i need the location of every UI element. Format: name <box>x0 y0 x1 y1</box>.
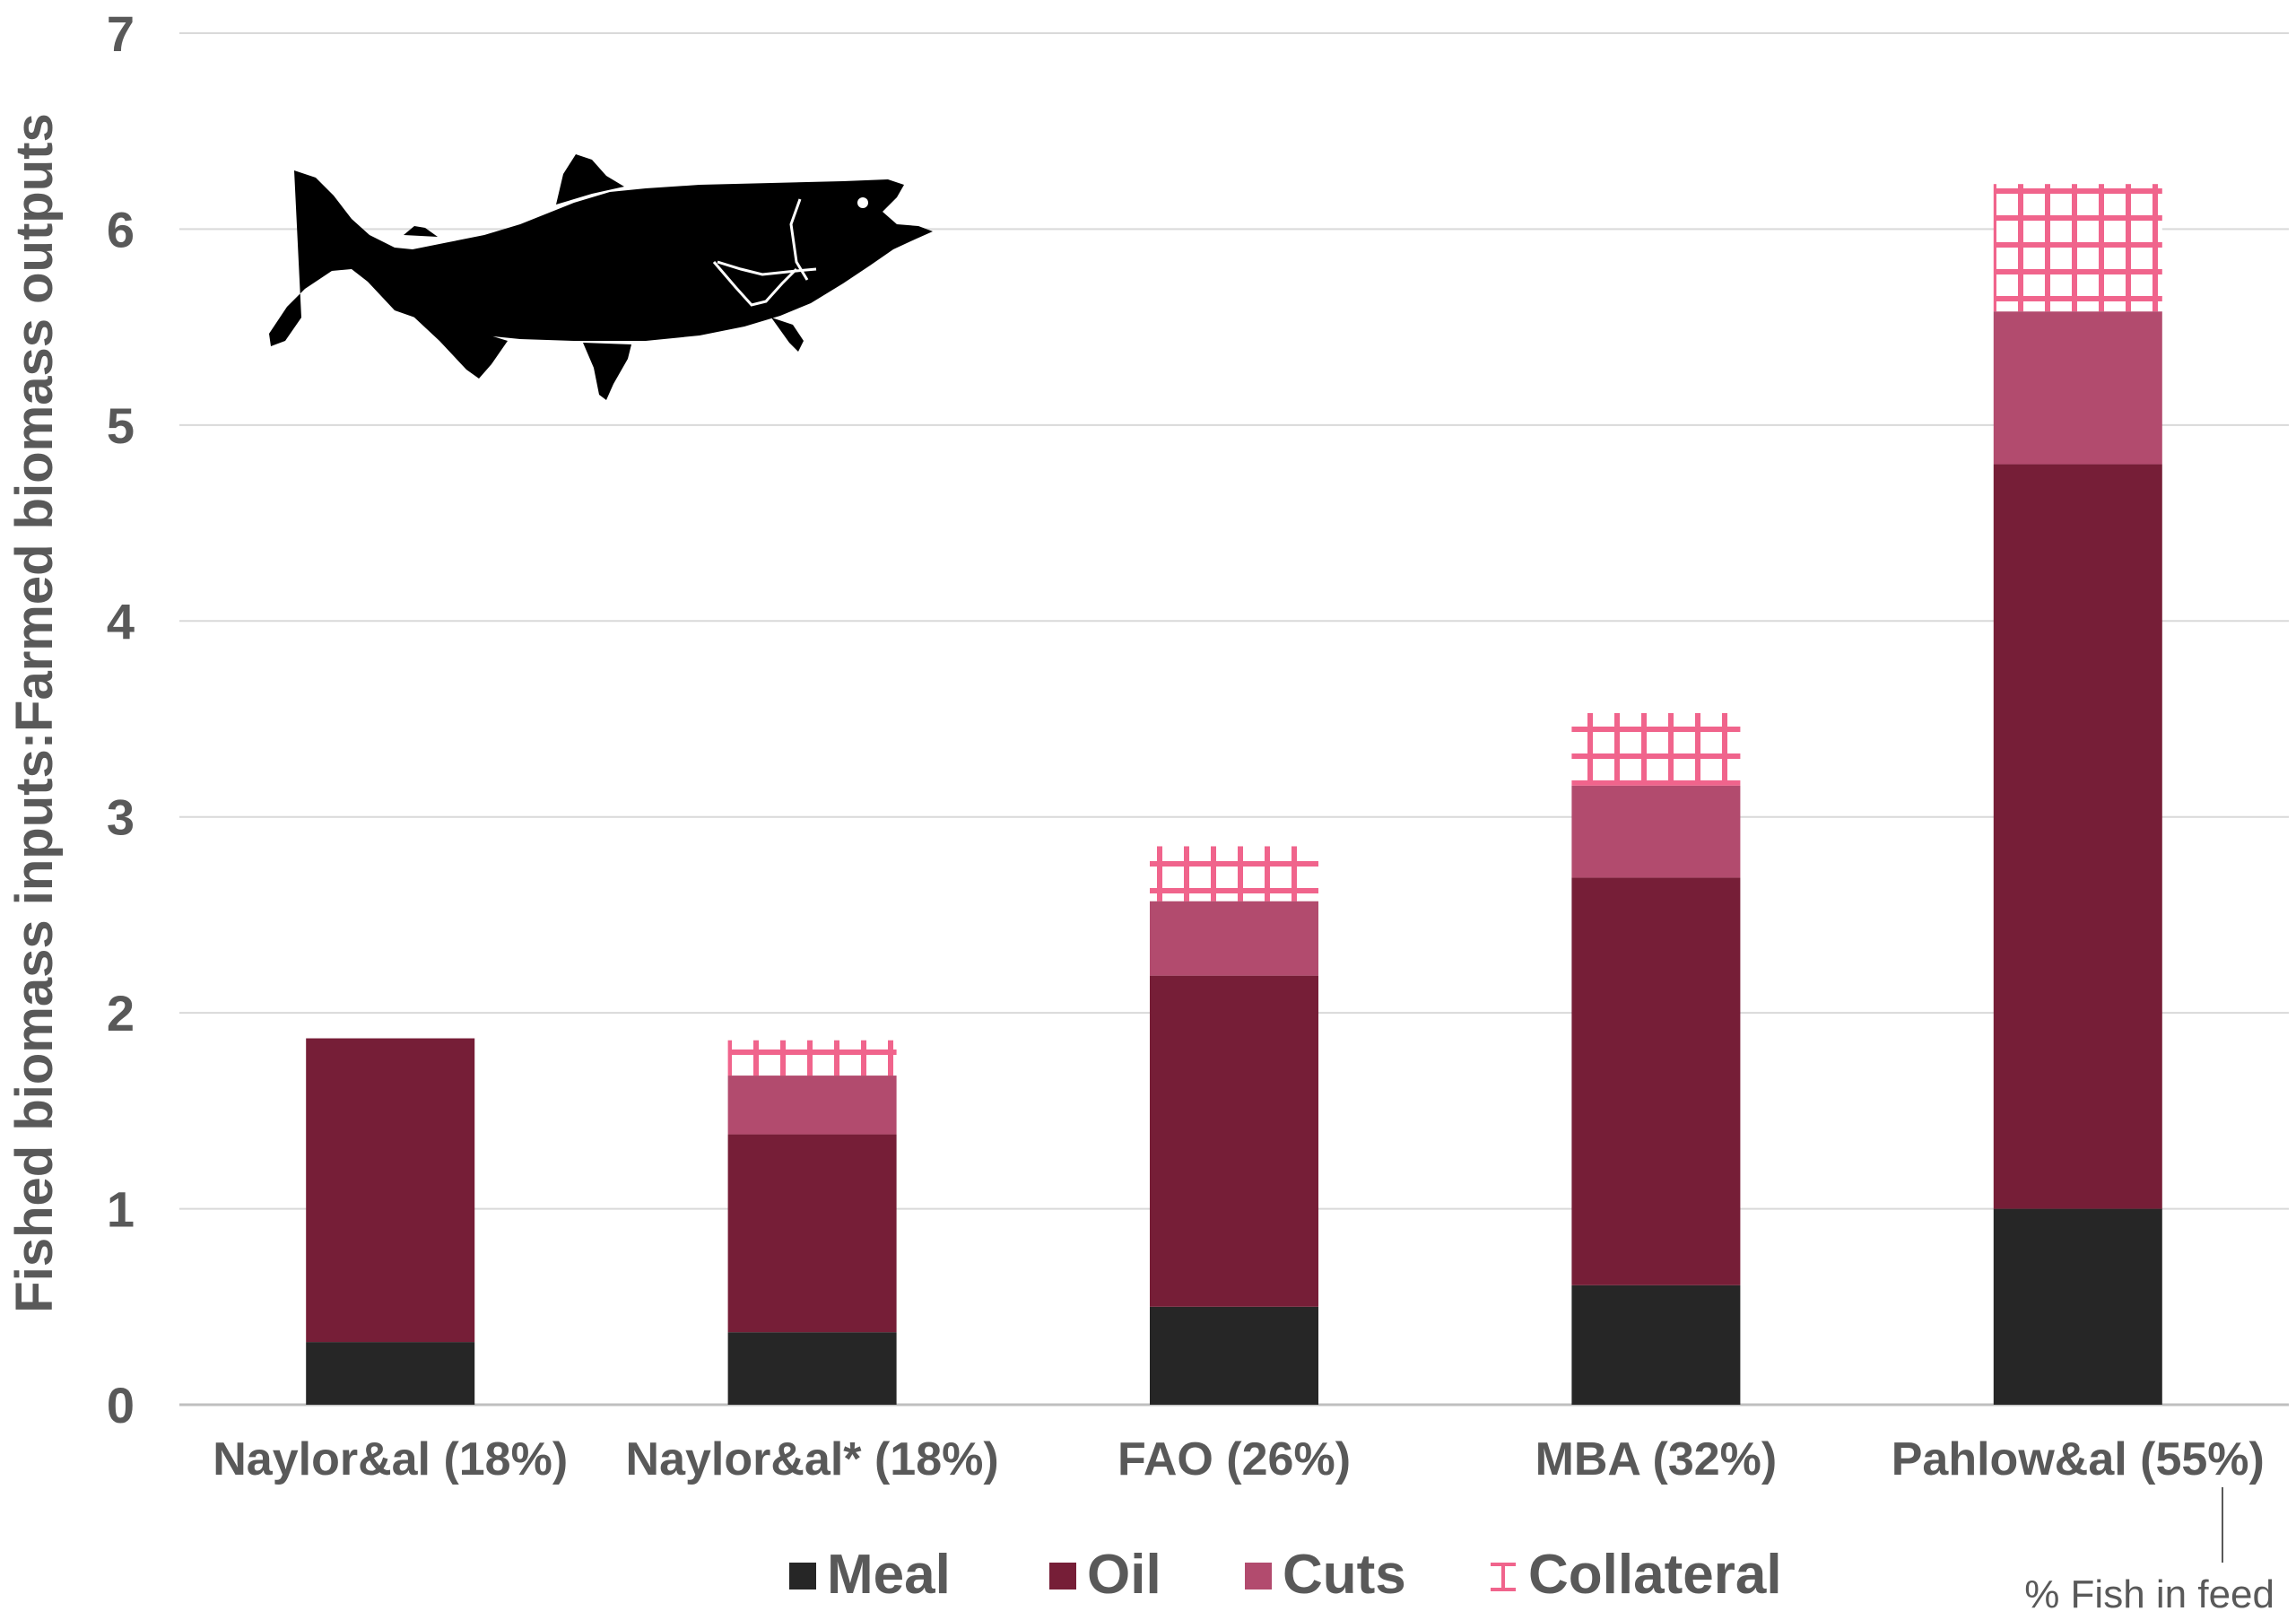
salmon-silhouette-icon <box>269 154 933 400</box>
y-tick-label: 7 <box>107 5 135 62</box>
bar-segment-collateral <box>1150 846 1318 901</box>
y-tick-label: 1 <box>107 1181 135 1238</box>
legend: Meal Oil Cuts Collateral <box>789 1544 1782 1606</box>
x-category-label: Pahlow&al (55%) <box>1892 1433 2265 1485</box>
y-tick-label: 0 <box>107 1377 135 1433</box>
bar-segment-oil <box>306 1038 475 1343</box>
legend-swatch-collateral <box>1491 1563 1516 1591</box>
legend-label-oil: Oil <box>1087 1544 1161 1606</box>
y-tick-label: 3 <box>107 789 135 846</box>
bar-segment-meal <box>727 1332 897 1405</box>
bar-segment-collateral <box>727 1040 897 1076</box>
y-tick-label: 6 <box>107 201 135 257</box>
y-axis-title: Fished biomass inputs:Farmed biomass out… <box>5 113 64 1312</box>
bar-segment-cuts <box>727 1076 897 1135</box>
legend-swatch-oil <box>1049 1563 1076 1590</box>
bar-segment-meal <box>1150 1306 1318 1405</box>
y-tick-label: 4 <box>107 593 135 649</box>
bar-segment-meal <box>1993 1208 2162 1405</box>
bar-segment-cuts <box>1571 785 1741 878</box>
legend-swatch-cuts <box>1245 1563 1272 1590</box>
bar-segment-collateral <box>1571 712 1741 786</box>
bar-segment-oil <box>1150 975 1318 1307</box>
x-axis-categories: Naylor&al (18%) Naylor&al* (18%) FAO (26%)… <box>213 1433 2265 1485</box>
x-category-label: Naylor&al (18%) <box>213 1433 568 1485</box>
bar-segment-meal <box>1571 1285 1741 1405</box>
x-category-label: MBA (32%) <box>1535 1433 1778 1485</box>
bar-segment-cuts <box>1150 901 1318 976</box>
bars <box>306 184 2162 1405</box>
y-tick-label: 2 <box>107 985 135 1041</box>
bar-segment-meal <box>306 1342 475 1405</box>
y-tick-label: 5 <box>107 397 135 454</box>
legend-label-meal: Meal <box>827 1544 951 1606</box>
y-axis-ticks: 0 1 2 3 4 5 6 7 <box>107 5 135 1433</box>
bar-segment-collateral <box>1993 184 2162 312</box>
bar-segment-cuts <box>1993 311 2162 465</box>
legend-label-cuts: Cuts <box>1283 1544 1406 1606</box>
bar-segment-oil <box>1571 877 1741 1285</box>
x-category-label: FAO (26%) <box>1118 1433 1351 1485</box>
legend-swatch-meal <box>789 1563 816 1590</box>
legend-label-collateral: Collateral <box>1528 1544 1782 1606</box>
bar-segment-oil <box>1993 464 2162 1209</box>
annotation-text: % Fish in feed <box>2024 1572 2274 1616</box>
x-category-label: Naylor&al* (18%) <box>626 1433 999 1485</box>
bar-segment-oil <box>727 1134 897 1333</box>
